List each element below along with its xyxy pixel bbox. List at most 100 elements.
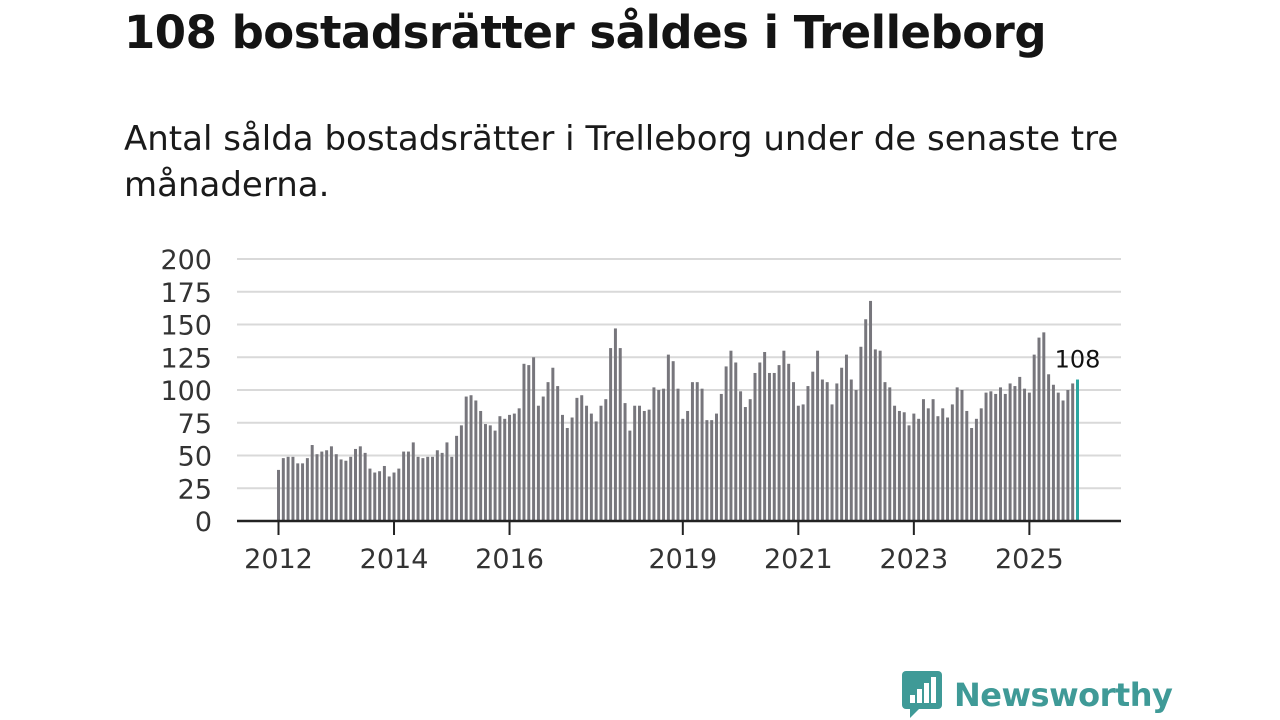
bar bbox=[666, 354, 670, 521]
bar bbox=[979, 408, 983, 521]
bar bbox=[989, 391, 993, 521]
bar bbox=[565, 427, 569, 521]
bar bbox=[1066, 390, 1070, 521]
bar bbox=[864, 319, 868, 521]
bar bbox=[897, 410, 901, 521]
bar bbox=[849, 379, 853, 521]
bar bbox=[965, 410, 969, 521]
x-tick-label: 2025 bbox=[995, 544, 1064, 575]
bar bbox=[305, 458, 309, 521]
bar bbox=[277, 469, 280, 521]
bar bbox=[931, 399, 935, 521]
bar bbox=[628, 430, 632, 521]
bar bbox=[546, 382, 550, 521]
bar bbox=[329, 446, 333, 521]
bar bbox=[782, 350, 786, 521]
bar bbox=[816, 350, 820, 521]
bar bbox=[734, 362, 738, 521]
bar bbox=[801, 404, 805, 521]
bar bbox=[772, 372, 776, 521]
bar bbox=[854, 390, 858, 521]
bar bbox=[416, 456, 420, 521]
bar bbox=[455, 435, 459, 521]
bar bbox=[536, 405, 540, 521]
bar bbox=[907, 425, 911, 521]
bar bbox=[378, 471, 382, 521]
bar bbox=[820, 379, 824, 521]
bar bbox=[301, 463, 305, 521]
bar bbox=[560, 414, 564, 521]
bar bbox=[479, 410, 483, 521]
bar bbox=[527, 365, 531, 521]
bar bbox=[941, 408, 945, 521]
bar bbox=[488, 425, 492, 521]
bar bbox=[512, 413, 516, 521]
bar bbox=[763, 352, 767, 521]
bar bbox=[950, 404, 954, 521]
bar bbox=[1056, 392, 1060, 521]
bar bbox=[902, 412, 906, 521]
bar bbox=[594, 421, 598, 521]
bar bbox=[618, 348, 622, 521]
chart-subtitle: Antal sålda bostadsrätter i Trelleborg u… bbox=[124, 119, 1119, 205]
bar bbox=[883, 382, 887, 521]
bar bbox=[825, 382, 829, 521]
bar bbox=[700, 388, 704, 521]
bar bbox=[556, 386, 560, 521]
bar bbox=[970, 427, 974, 521]
bar bbox=[325, 450, 329, 521]
bar bbox=[921, 399, 925, 521]
bar bbox=[1032, 354, 1036, 521]
bar bbox=[551, 367, 555, 521]
bar bbox=[743, 407, 747, 521]
bar bbox=[1013, 386, 1017, 521]
bar bbox=[450, 456, 454, 521]
bar bbox=[1051, 384, 1055, 521]
bar bbox=[354, 448, 357, 521]
bar bbox=[869, 300, 873, 521]
bar bbox=[358, 446, 362, 521]
y-tick-label: 125 bbox=[160, 343, 212, 374]
bar bbox=[411, 442, 415, 521]
x-axis-ticks: 2012 2014 2016 2019 2021 2023 2025 bbox=[244, 521, 1064, 575]
bar bbox=[984, 392, 988, 521]
bar bbox=[994, 393, 998, 521]
bar bbox=[440, 452, 444, 521]
bar bbox=[599, 405, 603, 521]
bar bbox=[623, 403, 627, 521]
bar bbox=[339, 459, 343, 521]
bar bbox=[464, 396, 468, 521]
bar bbox=[291, 456, 295, 521]
x-tick-label: 2016 bbox=[475, 544, 544, 575]
newsworthy-logo-icon bbox=[902, 671, 942, 718]
bar bbox=[522, 363, 526, 521]
bar bbox=[878, 350, 882, 521]
bar bbox=[719, 393, 723, 521]
bar bbox=[999, 387, 1002, 521]
bar bbox=[638, 405, 641, 521]
bar bbox=[946, 417, 950, 521]
bar bbox=[604, 399, 608, 521]
bar bbox=[777, 365, 781, 521]
bar bbox=[613, 328, 617, 521]
bar bbox=[912, 413, 916, 521]
bar bbox=[585, 405, 589, 521]
bar bbox=[1042, 332, 1046, 521]
bar bbox=[806, 386, 810, 521]
bar bbox=[609, 348, 613, 521]
bar bbox=[334, 454, 338, 521]
bar bbox=[1061, 400, 1065, 521]
bar bbox=[888, 387, 892, 521]
bar bbox=[748, 399, 752, 521]
bar bbox=[844, 354, 848, 521]
bar bbox=[589, 413, 593, 521]
bar bbox=[681, 418, 685, 521]
bar bbox=[690, 382, 694, 521]
x-tick-label: 2019 bbox=[648, 544, 717, 575]
bar bbox=[421, 458, 425, 521]
bar bbox=[830, 404, 834, 521]
bar bbox=[715, 413, 718, 521]
bar bbox=[1027, 392, 1031, 521]
bar bbox=[541, 396, 545, 521]
bar bbox=[652, 387, 656, 521]
